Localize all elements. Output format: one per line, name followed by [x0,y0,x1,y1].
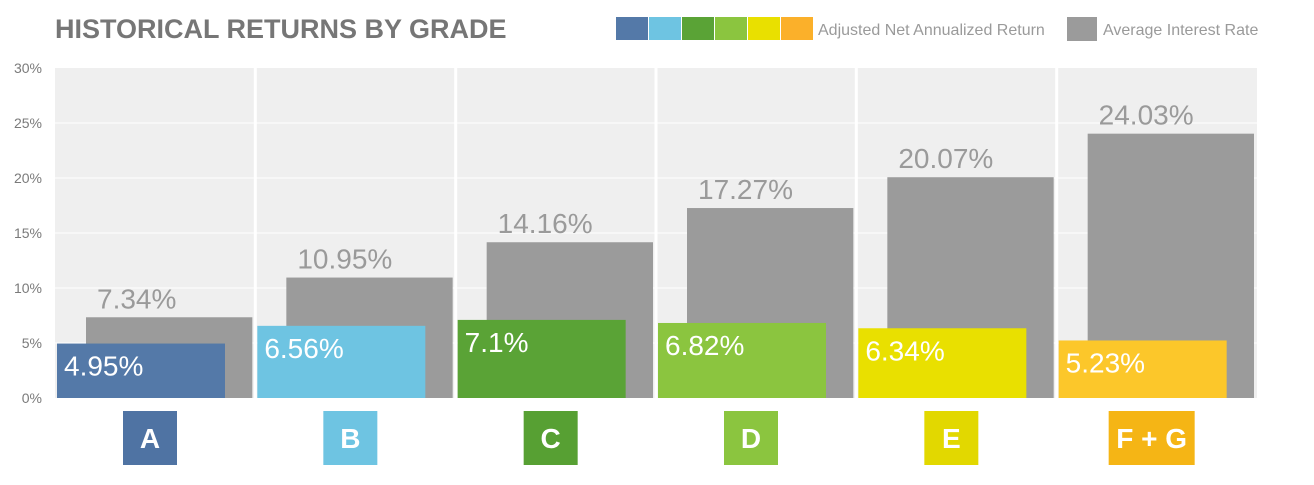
grade-label: F + G [1116,423,1187,454]
chart-title: HISTORICAL RETURNS BY GRADE [55,14,507,44]
grade-badge [1108,411,1195,465]
legend-swatch [781,17,813,40]
rate-value-label: 20.07% [898,143,993,174]
grade-badges: A B C D E F + G [123,411,1195,465]
legend: Adjusted Net Annualized Return Average I… [616,17,1258,41]
legend-swatch [748,17,780,40]
y-axis: 0% 5% 10% 15% 20% 25% 30% [14,60,42,406]
legend-swatch [715,17,747,40]
return-value-label: 6.82% [665,330,744,361]
grade-badge [123,411,177,465]
rate-value-label: 7.34% [97,283,176,314]
y-tick-label: 5% [22,335,42,351]
return-bar [658,322,826,398]
return-value-label: 7.1% [465,327,529,358]
legend-label-rate: Average Interest Rate [1103,22,1258,39]
return-bar [257,325,426,398]
y-tick-label: 15% [14,225,42,241]
legend-rate-swatch [1067,17,1097,41]
return-bars: 4.95% 6.56% 7.1% 6.82% 6.34% 5.23% [57,319,1227,398]
y-tick-label: 25% [14,115,42,131]
grade-label: D [741,423,761,454]
y-tick-label: 20% [14,170,42,186]
return-value-label: 5.23% [1066,347,1145,378]
return-value-label: 6.34% [865,335,944,366]
grade-badge [523,411,578,465]
grade-badge [323,411,378,465]
y-tick-label: 30% [14,60,42,76]
return-bar [57,343,225,398]
grade-label: B [340,423,360,454]
grade-badge [924,411,979,465]
return-bar [858,328,1027,398]
category-separators [253,68,1059,398]
rate-value-label: 17.27% [698,174,793,205]
rate-value-label: 14.16% [498,208,593,239]
y-tick-label: 0% [22,390,42,406]
legend-swatch [682,17,714,40]
grade-badge [724,411,778,465]
return-value-label: 6.56% [264,333,343,364]
return-value-label: 4.95% [64,351,143,382]
grade-label: A [140,423,160,454]
grade-label: C [541,423,561,454]
rate-value-label: 10.95% [297,244,392,275]
legend-swatch [616,17,648,40]
y-tick-label: 10% [14,280,42,296]
legend-label-return: Adjusted Net Annualized Return [818,22,1045,39]
rate-value-label: 24.03% [1099,100,1194,131]
legend-return-swatches [616,17,813,40]
return-bar [457,319,626,398]
return-bar [1058,340,1227,398]
grade-label: E [942,423,961,454]
legend-swatch [649,17,681,40]
